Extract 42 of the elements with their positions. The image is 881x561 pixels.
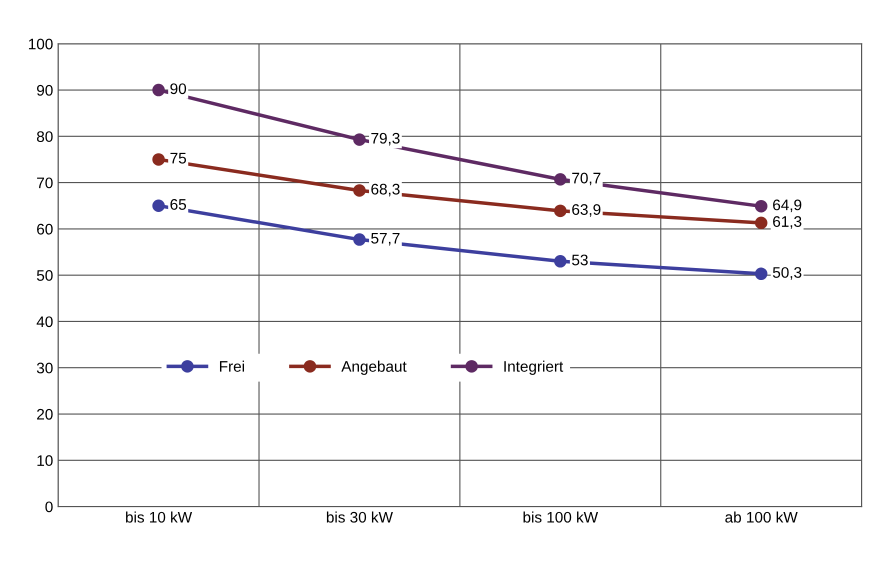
y-tick-label: 100 (28, 38, 53, 50)
point (554, 255, 567, 268)
x-tick-label: bis 100 kW (524, 511, 598, 523)
data-label: 57,7 (371, 232, 400, 246)
data-label: 61,3 (773, 216, 802, 229)
data-label: 79,3 (371, 132, 400, 146)
y-tick-label: 30 (36, 362, 53, 374)
data-label: 68,3 (371, 184, 400, 196)
point (353, 233, 366, 246)
data-label: 90 (170, 83, 186, 94)
data-label: 65 (170, 199, 186, 210)
x-tick-label: ab 100 kW (725, 511, 798, 523)
x-tick-label: bis 10 kW (126, 511, 192, 523)
y-tick-label: 90 (37, 84, 53, 96)
point (554, 173, 567, 186)
x-tick-label: bis 30 kW (326, 511, 393, 523)
point (754, 268, 768, 280)
point (754, 200, 768, 212)
point (754, 216, 768, 230)
y-tick-label: 80 (36, 131, 53, 142)
point (353, 184, 366, 197)
point (554, 204, 567, 218)
legend-label: Angebaut (341, 360, 407, 375)
data-label: 64,9 (773, 199, 802, 212)
point (353, 133, 366, 146)
legend-label: Frei (220, 360, 244, 372)
y-tick-label: 20 (37, 408, 53, 420)
data-label: 63,9 (572, 204, 600, 217)
point (152, 199, 165, 212)
legend-label: Integriert (504, 360, 564, 375)
y-tick-label: 40 (36, 316, 53, 328)
data-label: 53 (572, 254, 588, 266)
data-label: 70,7 (572, 172, 600, 186)
y-tick-label: 60 (37, 224, 53, 235)
data-label: 75 (170, 152, 186, 164)
point (152, 84, 165, 96)
y-tick-label: 0 (45, 501, 53, 512)
y-tick-label: 50 (36, 270, 53, 281)
y-tick-label: 70 (37, 177, 53, 188)
y-tick-label: 10 (37, 455, 53, 466)
data-label: 50,3 (772, 267, 802, 280)
point (152, 153, 165, 166)
